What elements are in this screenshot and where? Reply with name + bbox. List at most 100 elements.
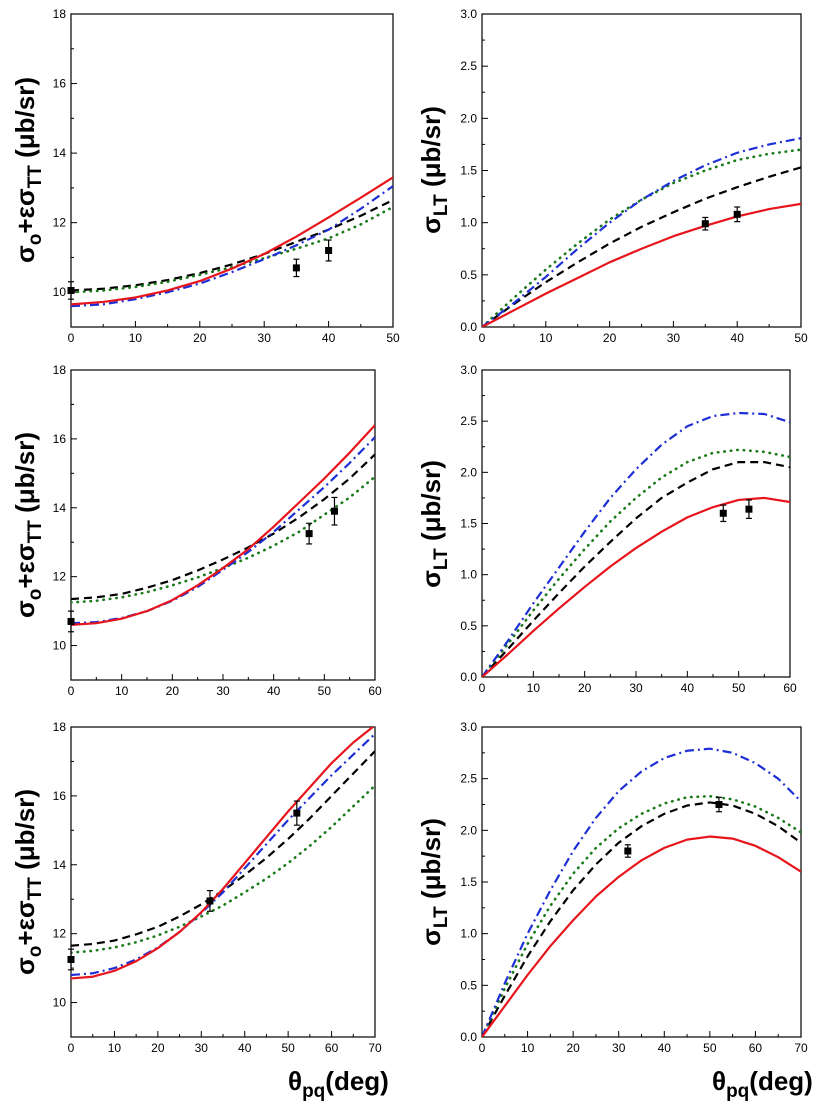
y-axis-label: σo+εσTT (μb/sr) bbox=[10, 77, 46, 263]
data-point bbox=[305, 522, 313, 545]
data-marker bbox=[305, 530, 313, 538]
data-marker bbox=[745, 505, 753, 513]
x-tick-label: 30 bbox=[195, 1041, 209, 1055]
x-tick-label: 0 bbox=[68, 331, 75, 345]
x-tick-label: 10 bbox=[129, 331, 143, 345]
data-point bbox=[206, 890, 214, 912]
series-solid-line bbox=[71, 727, 375, 980]
y-tick-label: 1.5 bbox=[460, 875, 477, 889]
series-dashdot-line bbox=[482, 747, 801, 1037]
data-marker bbox=[325, 246, 333, 254]
x-tick-label: 0 bbox=[479, 331, 486, 345]
y-tick-label: 0.0 bbox=[460, 1030, 477, 1044]
data-marker bbox=[67, 617, 75, 625]
series-dashdot-line bbox=[482, 137, 801, 327]
y-axis-label: σLT (μb/sr) bbox=[416, 460, 452, 588]
y-tick-label: 2.5 bbox=[460, 414, 477, 428]
x-tick-label: 20 bbox=[578, 681, 592, 695]
y-tick-label: 16 bbox=[53, 432, 67, 446]
series-solid-line bbox=[482, 835, 801, 1037]
y-tick-label: 1.5 bbox=[460, 517, 477, 531]
series-dot-line bbox=[71, 784, 375, 954]
series-dot-line bbox=[71, 205, 393, 294]
series-dot-line bbox=[71, 475, 375, 604]
x-tick-label: 30 bbox=[667, 331, 681, 345]
data-point bbox=[701, 216, 709, 231]
data-point bbox=[715, 796, 723, 813]
y-tick-label: 0.5 bbox=[460, 978, 477, 992]
data-point bbox=[624, 844, 632, 858]
x-tick-label: 60 bbox=[749, 1041, 763, 1055]
x-tick-label: 50 bbox=[732, 681, 746, 695]
series-dot-line bbox=[482, 448, 790, 677]
data-point bbox=[67, 281, 75, 300]
data-point bbox=[330, 496, 338, 526]
x-tick-label: 40 bbox=[267, 684, 281, 698]
x-tick-label: 50 bbox=[794, 331, 808, 345]
y-tick-label: 18 bbox=[53, 720, 67, 734]
y-tick-label: 3.0 bbox=[460, 7, 477, 21]
x-tick-label: 10 bbox=[115, 684, 129, 698]
series-dash-line bbox=[71, 750, 375, 947]
data-marker bbox=[715, 801, 723, 808]
x-tick-label: 40 bbox=[681, 681, 695, 695]
y-tick-label: 1.0 bbox=[460, 568, 477, 582]
x-tick-label: 0 bbox=[68, 1041, 75, 1055]
y-axis-label: σo+εσTT (μb/sr) bbox=[10, 432, 46, 618]
y-tick-label: 3.0 bbox=[460, 720, 477, 734]
y-tick-label: 18 bbox=[53, 363, 67, 377]
x-tick-label: 0 bbox=[479, 681, 486, 695]
x-tick-label: 70 bbox=[368, 1041, 382, 1055]
series-dash-line bbox=[482, 801, 801, 1037]
series-dash-line bbox=[71, 199, 393, 292]
y-tick-label: 18 bbox=[53, 7, 67, 21]
x-axis-label: θpq(deg) bbox=[712, 1066, 813, 1102]
y-tick-label: 2.5 bbox=[460, 772, 477, 786]
y-tick-label: 14 bbox=[53, 501, 67, 515]
x-tick-label: 70 bbox=[794, 1041, 808, 1055]
x-tick-label: 40 bbox=[658, 1041, 672, 1055]
data-point bbox=[67, 948, 75, 971]
x-tick-label: 20 bbox=[193, 331, 207, 345]
x-tick-label: 50 bbox=[703, 1041, 717, 1055]
y-tick-label: 2.5 bbox=[460, 59, 477, 73]
y-tick-label: 14 bbox=[53, 858, 67, 872]
x-tick-label: 10 bbox=[521, 1041, 535, 1055]
data-marker bbox=[206, 897, 214, 905]
data-point bbox=[293, 800, 301, 826]
series-dash-line bbox=[482, 461, 790, 677]
series-dash-line bbox=[71, 453, 375, 601]
data-point bbox=[67, 610, 75, 633]
y-tick-label: 0.5 bbox=[460, 268, 477, 282]
x-tick-label: 20 bbox=[151, 1041, 165, 1055]
data-marker bbox=[733, 210, 741, 218]
panel-top-right: σLT (μb/sr) 0 10 20 30 40 50 0.0 0.5 1.0 1.5 2.0 2.… bbox=[416, 7, 808, 345]
x-tick-label: 20 bbox=[166, 684, 180, 698]
plot-frame bbox=[70, 369, 376, 681]
data-marker bbox=[719, 509, 727, 517]
x-tick-label: 20 bbox=[566, 1041, 580, 1055]
y-tick-label: 12 bbox=[53, 570, 67, 584]
x-tick-label: 60 bbox=[325, 1041, 339, 1055]
y-tick-label: 10 bbox=[53, 285, 67, 299]
x-tick-label: 30 bbox=[612, 1041, 626, 1055]
x-tick-label: 40 bbox=[322, 331, 336, 345]
plot-frame bbox=[481, 726, 802, 1038]
x-tick-label: 0 bbox=[479, 1041, 486, 1055]
panel-bottom-left: σo+εσTT (μb/sr) θpq(deg) 0 10 20 30 40 50 60 70… bbox=[10, 720, 389, 1102]
plot-frame bbox=[70, 13, 394, 328]
x-tick-label: 30 bbox=[258, 331, 272, 345]
x-tick-label: 10 bbox=[539, 331, 553, 345]
y-tick-label: 12 bbox=[53, 216, 67, 230]
series-solid-line bbox=[71, 424, 375, 626]
data-marker bbox=[67, 286, 75, 294]
data-marker bbox=[292, 264, 300, 272]
x-tick-label: 50 bbox=[386, 331, 400, 345]
panel-top-left: σo+εσTT (μb/sr) 0 10 20 30 40 50 10 12 14 16 18 bbox=[10, 7, 400, 345]
y-tick-label: 2.0 bbox=[460, 465, 477, 479]
x-tick-label: 30 bbox=[629, 681, 643, 695]
x-tick-label: 20 bbox=[603, 331, 617, 345]
data-marker bbox=[67, 956, 75, 963]
plot-frame bbox=[481, 369, 791, 678]
y-tick-label: 16 bbox=[53, 789, 67, 803]
